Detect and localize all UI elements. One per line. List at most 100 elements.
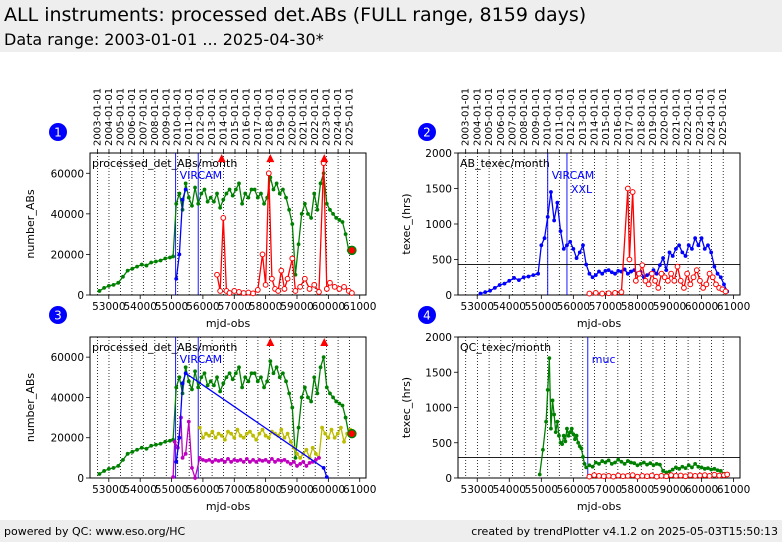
data-point [202, 371, 207, 376]
data-point [172, 439, 177, 444]
data-point [254, 459, 259, 464]
data-point [541, 447, 545, 452]
data-point [238, 433, 243, 438]
data-point [313, 451, 318, 456]
data-point [284, 379, 288, 384]
data-point [582, 462, 587, 466]
chart-title: processed_det_ABs/month [92, 341, 237, 354]
data-point [213, 435, 218, 440]
data-point [645, 281, 652, 288]
data-point [177, 375, 182, 380]
data-point [296, 242, 301, 247]
data-point [693, 267, 700, 274]
data-point [271, 371, 276, 376]
data-point [334, 216, 339, 220]
data-point [552, 412, 557, 417]
data-point [616, 457, 621, 462]
data-point [248, 429, 252, 434]
y-tick-label: 20000 [51, 249, 84, 261]
data-point [285, 431, 290, 436]
data-point [295, 451, 299, 456]
data-point [592, 289, 599, 296]
data-point [235, 458, 240, 463]
data-point [168, 438, 172, 443]
data-point [609, 270, 614, 275]
data-point [269, 275, 275, 282]
data-point [307, 460, 312, 465]
data-point [709, 274, 716, 281]
end-marker [347, 245, 357, 256]
data-point [324, 201, 329, 206]
data-point [569, 426, 574, 431]
y-tick-label: 20000 [51, 433, 84, 445]
data-point [196, 201, 201, 206]
data-point [321, 466, 326, 470]
data-point [651, 463, 656, 468]
y-tick-label: 40000 [51, 209, 84, 221]
data-point [262, 201, 266, 206]
y-tick-label: 0 [445, 290, 452, 302]
data-point [343, 232, 348, 237]
year-tick-label: 2012-01-01 [566, 88, 577, 146]
y-tick-label: 500 [432, 438, 452, 450]
data-point [186, 195, 191, 200]
data-point [638, 462, 643, 466]
y-tick-label: 1000 [425, 403, 452, 415]
data-point [560, 442, 565, 447]
data-point [599, 290, 606, 297]
data-point [555, 419, 560, 424]
data-point [177, 191, 182, 196]
data-point [221, 197, 226, 202]
data-point [158, 441, 163, 446]
data-point [568, 239, 573, 244]
x-tick-label: 57000 [218, 484, 251, 496]
data-point [273, 459, 277, 464]
x-tick-label: 61000 [343, 484, 376, 496]
data-point [266, 435, 271, 440]
data-point [217, 288, 224, 294]
x-tick-label: 53000 [461, 484, 494, 496]
data-point [483, 290, 488, 295]
data-point [262, 385, 266, 390]
peak-marker [266, 338, 275, 347]
data-point [190, 466, 194, 470]
data-point [290, 222, 295, 226]
data-point [208, 379, 213, 384]
data-point [251, 457, 255, 462]
data-point [327, 279, 333, 286]
data-point [232, 457, 237, 462]
y-axis-label: number_ABs [24, 373, 37, 443]
data-point [216, 458, 221, 463]
data-point [340, 403, 345, 408]
data-point [697, 277, 703, 284]
data-point [320, 425, 324, 430]
x-axis-label: mjd-obs [206, 317, 251, 330]
data-point [674, 465, 678, 470]
data-point [240, 385, 245, 390]
x-axis-label: mjd-obs [577, 500, 622, 513]
data-point [309, 216, 314, 220]
y-tick-label: 60000 [51, 168, 84, 180]
data-point [290, 405, 295, 410]
year-tick-label: 2005-01-01 [115, 88, 126, 146]
data-point [718, 469, 723, 473]
data-point [591, 472, 598, 479]
data-point [579, 446, 584, 451]
data-point [277, 191, 282, 196]
data-point [497, 283, 502, 287]
data-point [235, 427, 240, 432]
data-point [553, 430, 558, 435]
data-point [306, 395, 310, 400]
data-point [544, 419, 549, 424]
year-tick-label: 2019-01-01 [648, 88, 659, 146]
data-point [174, 276, 179, 281]
data-point [302, 201, 307, 206]
data-point [237, 365, 241, 370]
data-point [600, 473, 607, 480]
data-point [248, 459, 252, 464]
data-point [686, 463, 691, 468]
data-point [306, 211, 310, 216]
x-tick-label: 56000 [557, 484, 590, 496]
data-point [183, 451, 188, 456]
year-tick-label: 2021-01-01 [299, 88, 310, 146]
